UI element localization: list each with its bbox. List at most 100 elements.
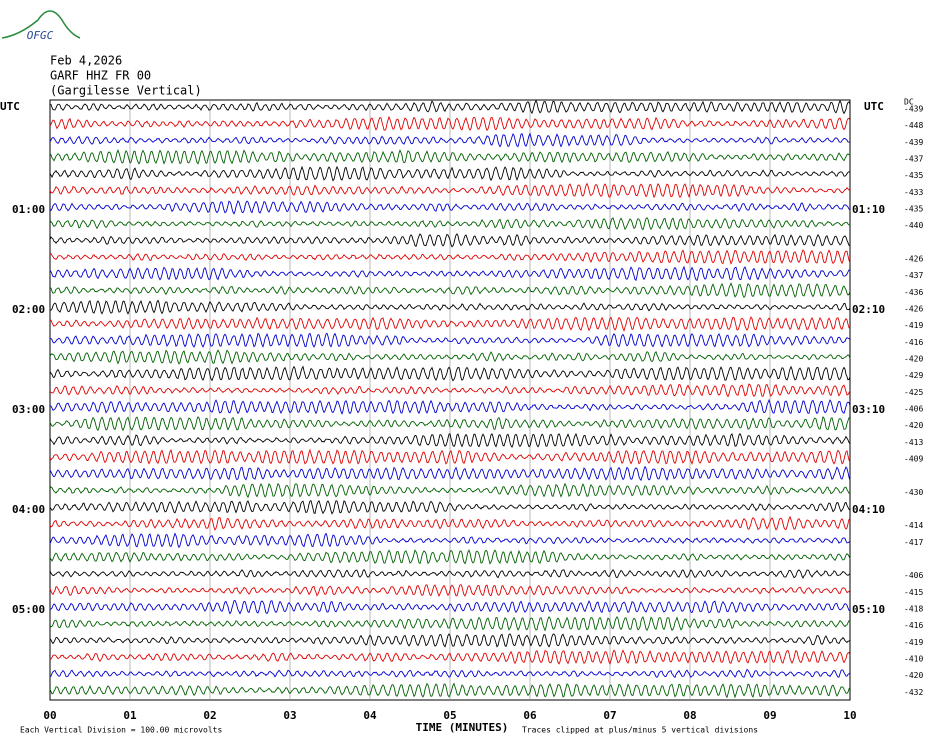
trace: [49, 448, 851, 466]
dc-offset: -439: [904, 138, 923, 147]
trace: [49, 649, 851, 665]
dc-offset: -436: [904, 288, 923, 297]
dc-offset: -426: [904, 255, 923, 264]
dc-label: DC: [904, 98, 914, 107]
trace: [49, 532, 851, 549]
x-tick-label: 09: [763, 709, 776, 722]
x-tick-label: 05: [443, 709, 456, 722]
dc-offset: -437: [904, 155, 923, 164]
dc-offset: -437: [904, 271, 923, 280]
trace: [49, 265, 851, 281]
trace: [49, 132, 851, 148]
trace: [49, 416, 851, 432]
location: (Gargilesse Vertical): [50, 84, 202, 98]
dc-offset: -426: [904, 305, 923, 314]
x-tick-label: 06: [523, 709, 537, 722]
dc-offset: -440: [904, 221, 923, 230]
right-time: 05:10: [852, 603, 885, 616]
trace: [49, 299, 851, 315]
dc-offset: -435: [904, 171, 923, 180]
trace: [49, 549, 851, 565]
x-tick-label: 04: [363, 709, 377, 722]
dc-offset: -409: [904, 455, 923, 464]
dc-offset: -419: [904, 321, 923, 330]
x-tick-label: 07: [603, 709, 616, 722]
trace: [49, 165, 851, 182]
dc-offset: -448: [904, 121, 923, 130]
left-time: 04:00: [12, 503, 45, 516]
trace: [49, 365, 851, 382]
station: GARF HHZ FR 00: [50, 69, 151, 83]
dc-offset: -432: [904, 688, 923, 697]
left-time: 01:00: [12, 203, 45, 216]
dc-offset: -419: [904, 638, 923, 647]
right-utc: UTC: [864, 100, 884, 113]
trace: [49, 282, 851, 299]
left-utc: UTC: [0, 100, 20, 113]
dc-offset: -420: [904, 421, 923, 430]
date: Feb 4,2026: [50, 54, 122, 68]
footer-left: Each Vertical Division = 100.00 microvol…: [20, 726, 222, 735]
trace: [49, 99, 851, 115]
x-tick-label: 03: [283, 709, 296, 722]
footer-right: Traces clipped at plus/minus 5 vertical …: [522, 726, 758, 735]
trace: [49, 233, 850, 248]
trace: [49, 682, 851, 699]
trace: [49, 584, 851, 597]
dc-offset: -433: [904, 188, 923, 197]
dc-offset: -439: [904, 105, 923, 114]
trace: [49, 398, 851, 416]
dc-offset: -413: [904, 438, 923, 447]
x-tick-label: 02: [203, 709, 216, 722]
left-time: 02:00: [12, 303, 45, 316]
trace: [49, 115, 851, 132]
right-time: 01:10: [852, 203, 885, 216]
trace: [49, 482, 851, 499]
trace: [49, 668, 851, 678]
x-label: TIME (MINUTES): [416, 721, 509, 734]
trace: [49, 383, 851, 398]
x-tick-label: 00: [43, 709, 56, 722]
dc-offset: -429: [904, 371, 923, 380]
right-time: 03:10: [852, 403, 885, 416]
trace: [49, 249, 851, 265]
dc-offset: -430: [904, 488, 923, 497]
x-tick-label: 08: [683, 709, 696, 722]
traces: [49, 99, 851, 699]
dc-offset: -435: [904, 205, 923, 214]
trace: [49, 568, 851, 579]
trace: [49, 500, 851, 515]
trace: [49, 599, 851, 615]
trace: [49, 616, 851, 632]
trace: [49, 182, 851, 199]
dc-offset: -418: [904, 605, 923, 614]
left-time: 05:00: [12, 603, 45, 616]
dc-offset: -415: [904, 588, 923, 597]
trace: [49, 149, 851, 165]
dc-offset: -420: [904, 355, 923, 364]
trace: [49, 199, 851, 215]
logo: OFGC: [1, 10, 81, 42]
dc-offset: -416: [904, 338, 923, 347]
right-time: 04:10: [852, 503, 885, 516]
trace: [49, 432, 851, 449]
left-time: 03:00: [12, 403, 45, 416]
trace: [49, 633, 851, 648]
x-tick-label: 01: [123, 709, 137, 722]
dc-offset: -417: [904, 538, 923, 547]
dc-offset: -406: [904, 571, 923, 580]
trace: [49, 316, 851, 333]
trace: [49, 515, 851, 531]
x-tick-label: 10: [843, 709, 856, 722]
dc-offset: -416: [904, 621, 923, 630]
dc-offset: -420: [904, 671, 923, 680]
right-time: 02:10: [852, 303, 885, 316]
dc-offset: -425: [904, 388, 923, 397]
trace: [49, 465, 851, 482]
dc-offset: -406: [904, 405, 923, 414]
logo-text: OFGC: [27, 29, 54, 42]
trace: [49, 332, 851, 348]
trace: [49, 217, 851, 231]
dc-offset: -414: [904, 521, 923, 530]
